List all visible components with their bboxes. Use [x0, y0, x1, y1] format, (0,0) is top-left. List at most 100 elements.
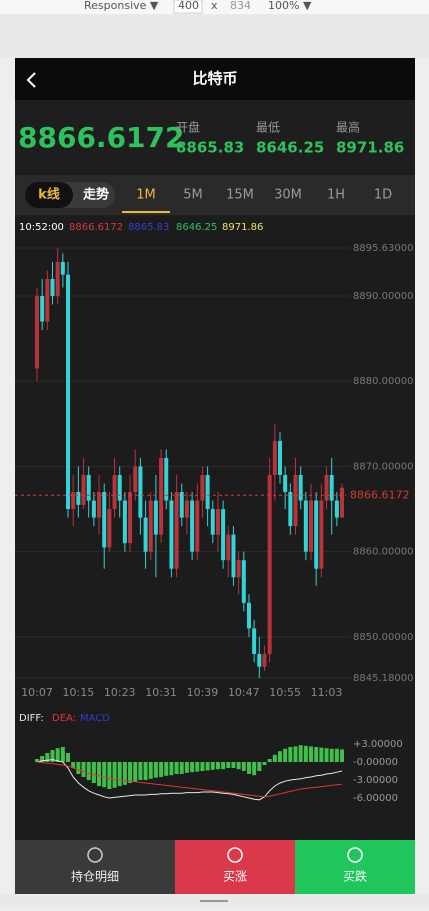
macd-bar — [246, 762, 251, 774]
y-tick-label: 8860.00000 — [353, 547, 413, 558]
macd-bar — [128, 762, 133, 783]
indicator-line — [36, 761, 343, 798]
buy-down-icon — [347, 847, 363, 863]
candle-body — [221, 509, 226, 561]
candle-body — [169, 500, 174, 569]
macd-bar — [319, 747, 324, 762]
candle-body — [102, 492, 107, 548]
buy-down-button[interactable] — [295, 840, 415, 894]
macd-bar — [107, 762, 112, 789]
y-tick-label: 8850.00000 — [353, 632, 413, 643]
browser-bar — [0, 0, 429, 14]
macd-bar — [102, 762, 107, 788]
candle-body — [122, 500, 127, 544]
height-input[interactable]: 834 — [230, 0, 251, 12]
positions-icon — [87, 847, 103, 863]
macd-bar — [205, 762, 210, 771]
period-tab[interactable]: 30M — [274, 188, 302, 203]
macd-bar — [91, 762, 96, 783]
macd-bar — [159, 762, 164, 777]
candle-body — [138, 466, 143, 518]
candle-body — [298, 474, 303, 501]
candle-body — [319, 500, 324, 569]
x-tick-label: 10:47 — [228, 686, 260, 699]
x-tick-label: 10:31 — [145, 686, 177, 699]
header — [15, 58, 415, 100]
device-mode[interactable]: Responsive ▼ — [84, 0, 159, 12]
period-tab[interactable]: 15M — [226, 188, 254, 203]
candle-body — [40, 295, 45, 322]
zoom-select[interactable]: 100% ▼ — [268, 0, 312, 12]
mode-active — [25, 182, 73, 208]
period-tab[interactable]: 1D — [374, 188, 392, 203]
x-tick-label: 10:07 — [21, 686, 53, 699]
positions-button[interactable] — [15, 840, 175, 894]
y-tick-label: 8890.00000 — [353, 291, 413, 302]
macd-bar — [148, 762, 153, 779]
macd-bar — [340, 749, 345, 762]
candle-body — [179, 492, 184, 518]
width-input[interactable]: 400 — [178, 0, 199, 12]
candle-body — [205, 474, 210, 510]
macd-bar — [169, 762, 174, 776]
y-tick-label: -3.00000 — [353, 775, 398, 786]
x-tick-label: 10:15 — [63, 686, 95, 699]
candle-body — [164, 457, 169, 501]
macd-bar — [66, 753, 71, 762]
low-value: 8646.25 — [256, 139, 324, 157]
y-tick-label: 8895.63000 — [353, 243, 413, 254]
candle-body — [257, 653, 262, 667]
button-label: 持仓明细 — [71, 869, 119, 884]
candle-body — [236, 560, 241, 578]
last-price: 8866.6172 — [18, 121, 185, 154]
macd-bar — [309, 746, 314, 762]
candle-body — [174, 492, 179, 569]
macd-bar — [184, 762, 189, 773]
y-tick-label: 8870.00000 — [353, 461, 413, 472]
buy-up-button[interactable] — [175, 840, 295, 894]
period-tab[interactable]: 5M — [183, 188, 203, 203]
macd-bar — [117, 762, 122, 786]
info-time: 10:52:00 — [19, 222, 64, 233]
low-label: 最低 — [256, 121, 280, 135]
candle-body — [314, 500, 319, 569]
candle-body — [241, 560, 246, 603]
macd-bar — [55, 748, 60, 762]
macd-bar — [236, 762, 241, 770]
candle-body — [107, 509, 112, 548]
candle-body — [66, 274, 71, 510]
legend-entry: MACD — [80, 713, 110, 724]
info-low: 8646.25 — [176, 222, 217, 233]
macd-bar — [45, 753, 50, 762]
macd-bar — [50, 750, 55, 762]
macd-bar — [195, 762, 200, 772]
macd-bar — [86, 762, 91, 780]
period-tab[interactable]: 1H — [327, 188, 345, 203]
macd-bar — [133, 762, 138, 782]
mode-tab[interactable]: 走势 — [83, 187, 109, 203]
back-button[interactable] — [26, 72, 36, 88]
macd-bar — [298, 745, 303, 762]
candle-body — [35, 295, 39, 369]
candle-body — [184, 500, 189, 518]
macd-bar — [288, 747, 293, 762]
macd-bar — [215, 762, 220, 770]
candle-body — [334, 500, 339, 518]
candle-body — [148, 500, 153, 552]
candle-body — [329, 474, 334, 501]
macd-bar — [241, 762, 246, 771]
mode-tab[interactable]: k线 — [38, 187, 60, 203]
period-tab[interactable]: 1M — [136, 188, 156, 203]
y-tick-label: -6.00000 — [353, 793, 398, 804]
candle-body — [45, 278, 50, 322]
y-tick-label: 8880.00000 — [353, 376, 413, 387]
macd-bar — [112, 762, 117, 788]
candle-body — [272, 440, 277, 475]
buy-up-icon — [227, 847, 243, 863]
macd-bar — [190, 762, 195, 773]
high-value: 8971.86 — [336, 139, 404, 157]
chart-panel — [15, 215, 415, 840]
candle-body — [128, 492, 133, 544]
candle-body — [324, 474, 329, 501]
